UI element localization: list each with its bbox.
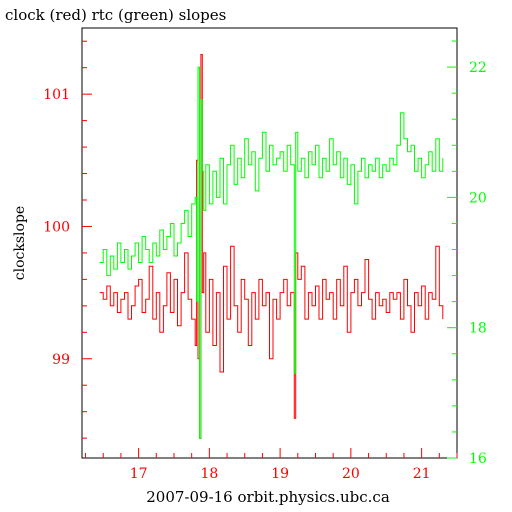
right-tick-label: 18	[469, 321, 487, 337]
series-line-clock	[99, 54, 444, 439]
x-axis: 17 18 19 20 21	[85, 448, 458, 482]
right-tick-label: 22	[469, 60, 487, 76]
series-layer	[99, 54, 444, 439]
right-tick-label: 16	[469, 451, 487, 467]
x-tick-label: 19	[271, 466, 289, 482]
x-tick-label: 20	[342, 466, 360, 482]
y-axis-label: clockslope	[12, 206, 28, 280]
x-tick-label: 21	[413, 466, 431, 482]
x-axis-label: 2007-09-16 orbit.physics.ubc.ca	[146, 488, 390, 506]
chart-title: clock (red) rtc (green) slopes	[5, 6, 226, 24]
right-tick-label: 20	[469, 190, 487, 206]
left-y-axis: 99 100 101	[43, 40, 92, 439]
left-tick-label: 100	[43, 219, 70, 235]
left-tick-label: 99	[52, 352, 70, 368]
right-y-axis: 16 18 20 22	[447, 40, 487, 467]
left-tick-label: 101	[43, 87, 70, 103]
plot-frame	[81, 27, 458, 459]
x-tick-label: 18	[200, 466, 218, 482]
x-tick-label: 17	[130, 466, 148, 482]
series-line-rtc	[99, 66, 444, 439]
